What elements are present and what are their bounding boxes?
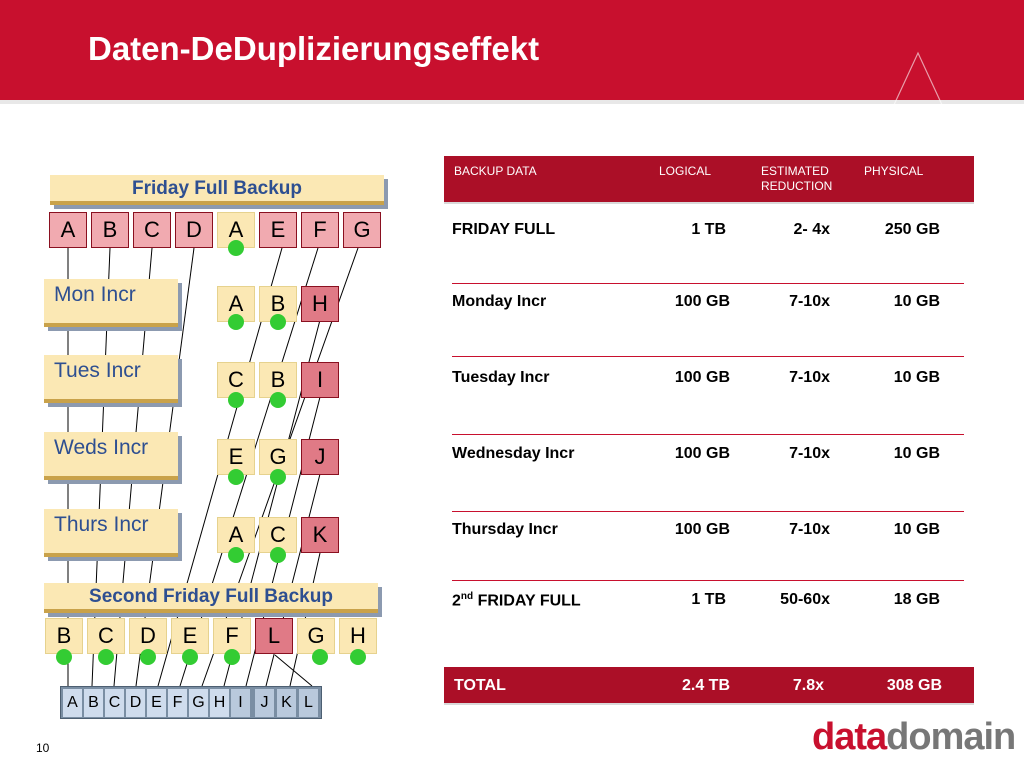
dedup-storage-strip: A B C D E F G H I J K L xyxy=(60,686,322,719)
table-total-row: TOTAL 2.4 TB 7.8x 308 GB xyxy=(444,667,974,703)
block-mon: H xyxy=(301,286,339,322)
storage-cell: D xyxy=(126,689,145,717)
block-second-friday: H xyxy=(339,618,377,654)
duplicate-dot xyxy=(140,649,156,665)
duplicate-dot xyxy=(270,547,286,563)
row-divider xyxy=(452,283,964,284)
block-friday: G xyxy=(343,212,381,248)
datadomain-logo: datadomain xyxy=(812,716,1016,758)
duplicate-dot xyxy=(228,240,244,256)
storage-cell: C xyxy=(105,689,124,717)
duplicate-dot xyxy=(270,392,286,408)
duplicate-dot xyxy=(350,649,366,665)
block-friday: B xyxy=(91,212,129,248)
storage-cell: F xyxy=(168,689,187,717)
storage-cell: I xyxy=(231,689,250,717)
block-friday: A xyxy=(49,212,87,248)
header-physical: PHYSICAL xyxy=(864,164,924,178)
row-divider xyxy=(452,356,964,357)
duplicate-dot xyxy=(228,314,244,330)
triangle-decoration-icon xyxy=(892,51,944,108)
second-friday-full-backup-label: Second Friday Full Backup xyxy=(44,583,378,613)
header-backup-data: BACKUP DATA xyxy=(454,164,537,178)
duplicate-dot xyxy=(312,649,328,665)
storage-cell: A xyxy=(63,689,82,717)
header-banner xyxy=(0,0,1024,100)
block-second-friday: F xyxy=(213,618,251,654)
block-friday: E xyxy=(259,212,297,248)
block-second-friday: D xyxy=(129,618,167,654)
duplicate-dot xyxy=(182,649,198,665)
friday-full-backup-label: Friday Full Backup xyxy=(50,175,384,205)
block-weds: J xyxy=(301,439,339,475)
block-tues: I xyxy=(301,362,339,398)
duplicate-dot xyxy=(224,649,240,665)
block-friday: C xyxy=(133,212,171,248)
block-friday: D xyxy=(175,212,213,248)
header-estimated-reduction: ESTIMATED REDUCTION xyxy=(761,164,833,193)
block-thurs: K xyxy=(301,517,339,553)
block-second-friday: E xyxy=(171,618,209,654)
storage-cell: J xyxy=(255,689,274,717)
page-title: Daten-DeDuplizierungseffekt xyxy=(88,30,540,67)
second-friday-label: 2nd FRIDAY FULL xyxy=(452,591,581,610)
duplicate-dot xyxy=(270,469,286,485)
duplicate-dot xyxy=(56,649,72,665)
row-divider xyxy=(452,580,964,581)
block-second-friday: L xyxy=(255,618,293,654)
block-weds: G xyxy=(259,439,297,475)
storage-cell: K xyxy=(277,689,296,717)
block-second-friday: C xyxy=(87,618,125,654)
duplicate-dot xyxy=(228,547,244,563)
storage-cell: B xyxy=(84,689,103,717)
duplicate-dot xyxy=(228,469,244,485)
block-second-friday: G xyxy=(297,618,335,654)
storage-cell: E xyxy=(147,689,166,717)
page-number: 10 xyxy=(36,741,50,755)
tues-incr-label: Tues Incr xyxy=(44,355,178,403)
duplicate-dot xyxy=(270,314,286,330)
header-logical: LOGICAL xyxy=(659,164,712,178)
storage-cell: H xyxy=(210,689,229,717)
header-shadow xyxy=(0,100,1024,104)
thurs-incr-label: Thurs Incr xyxy=(44,509,178,557)
row-divider xyxy=(452,511,964,512)
mon-incr-label: Mon Incr xyxy=(44,279,178,327)
duplicate-dot xyxy=(98,649,114,665)
block-friday: F xyxy=(301,212,339,248)
table-header: BACKUP DATA LOGICAL ESTIMATED REDUCTION … xyxy=(444,156,974,202)
duplicate-dot xyxy=(228,392,244,408)
storage-cell: G xyxy=(189,689,208,717)
storage-cell: L xyxy=(299,689,318,717)
weds-incr-label: Weds Incr xyxy=(44,432,178,480)
row-divider xyxy=(452,434,964,435)
